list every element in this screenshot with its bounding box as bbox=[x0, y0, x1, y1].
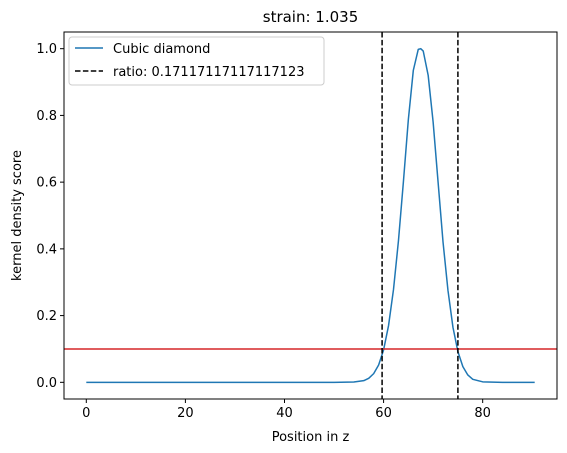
y-tick-label: 0.0 bbox=[36, 376, 57, 391]
legend-label-ratio: ratio: 0.17117117117117123 bbox=[113, 65, 305, 80]
y-tick-label: 0.8 bbox=[36, 109, 57, 124]
y-axis-label: kernel density score bbox=[10, 150, 25, 281]
series-line-0 bbox=[86, 47, 535, 384]
plot-data-layer bbox=[64, 32, 557, 399]
legend: Cubic diamond ratio: 0.17117117117117123 bbox=[68, 36, 325, 86]
x-axis-label: Position in z bbox=[272, 430, 350, 445]
y-tick-label: 0.6 bbox=[36, 176, 57, 191]
y-tick-label: 0.2 bbox=[36, 309, 57, 324]
x-tick-label: 40 bbox=[276, 406, 293, 421]
legend-box bbox=[68, 36, 325, 86]
x-tick-label: 20 bbox=[177, 406, 194, 421]
y-tick-label: 0.4 bbox=[36, 242, 57, 257]
axis-ticks: 0 20 40 60 80 0.0 0.2 0.4 0.6 0.8 1.0 bbox=[36, 42, 491, 421]
x-tick-label: 80 bbox=[474, 406, 491, 421]
x-tick-label: 60 bbox=[375, 406, 392, 421]
chart-title: strain: 1.035 bbox=[263, 8, 359, 26]
x-tick-label: 0 bbox=[82, 406, 90, 421]
y-tick-label: 1.0 bbox=[36, 42, 57, 57]
legend-label-series: Cubic diamond bbox=[113, 42, 210, 57]
plot-frame bbox=[63, 31, 558, 400]
